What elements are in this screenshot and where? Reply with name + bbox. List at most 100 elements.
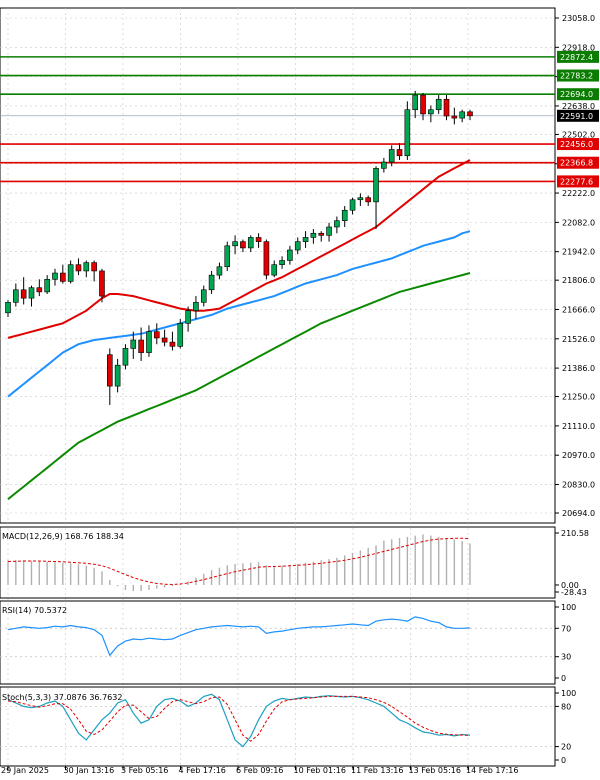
price-tick-label: 21110.0 [562,422,595,431]
price-tick-label: 22638.0 [562,102,595,111]
candle-body [130,339,137,349]
time-tick-label: 29 Jan 2025 [1,766,49,775]
candle-body [326,226,332,236]
rsi-pane: 100 70 30 0 [0,600,576,685]
support-level-tag [557,138,599,151]
candle-body [224,245,231,268]
current-price-label: 22591.0 [560,112,593,121]
candle-body [247,237,254,249]
candle-body [443,98,450,117]
candle-body [200,289,207,303]
rsi-tick-label: 100 [561,603,576,612]
support-level-tag [557,156,599,169]
resistance-level-label: 22872.4 [560,53,593,62]
candle-body [232,241,238,247]
candle-body [255,237,262,242]
candle-body [459,111,465,119]
candle-body [310,232,317,238]
price-tick-label: 20694.0 [562,509,595,518]
candle-body [279,260,285,265]
candle-body [83,262,90,272]
stoch-tick-label: 0 [561,756,566,765]
price-tick-label: 22082.0 [562,218,595,227]
support-level-label: 22366.8 [560,159,593,168]
candle-body [451,115,458,119]
candle-body [287,249,293,261]
price-tick-label: 21942.0 [562,248,595,257]
price-tick-label: 21250.0 [562,393,595,402]
moving-averages [7,159,471,500]
time-axis: 29 Jan 2025 30 Jan 13:16 3 Feb 05:16 4 Feb … [1,766,518,775]
candles [5,90,473,405]
stoch-pane: 100 80 20 0 [0,686,576,767]
candle-body [420,94,426,115]
resistance-level-tag [557,50,599,63]
moving-average-line [7,272,471,500]
candle-body [388,149,395,163]
price-pane-frame [0,7,556,524]
candle-body [428,109,434,115]
candle-body [467,111,473,117]
macd-pane: 210.58 0.00-28.43 [0,526,589,599]
candle-body [177,322,184,347]
rsi-line [7,616,471,657]
candle-body [396,149,403,157]
candle-body [240,241,246,249]
support-level-label: 22277.6 [560,177,593,186]
candle-body [349,199,356,211]
level-labels: 22872.4 22783.2 22694.0 22456.0 22366.8 22277… [557,50,599,188]
candle-body [28,287,35,299]
candle-body [114,364,121,387]
stoch-tick-label: 80 [561,702,571,711]
stoch-tick-label: 20 [561,743,571,752]
price-grid [0,7,556,766]
candle-body [20,289,27,299]
candle-body [334,220,340,228]
stoch-d-line [7,695,471,742]
price-tick-label: 22222.0 [562,189,595,198]
macd-tick-label: -28.43 [561,588,587,597]
stoch-frame [0,686,556,767]
time-tick-label: 14 Feb 17:16 [466,766,518,775]
macd-tick-label: 0.00 [561,581,579,590]
candle-body [5,302,11,314]
price-tick-label: 21806.0 [562,276,595,285]
macd-tick-label: 210.58 [561,529,589,538]
candle-body [294,241,301,251]
candle-body [373,168,379,203]
macd-signal-line [7,537,471,586]
macd-frame [0,526,556,599]
candle-body [216,266,223,276]
price-tick-label: 21386.0 [562,364,595,373]
resistance-level-label: 22694.0 [560,90,593,99]
candle-body [161,337,168,343]
candle-body [435,98,442,111]
candle-body [13,289,19,303]
time-tick-label: 3 Feb 05:16 [121,766,168,775]
candle-body [357,197,364,201]
support-level-label: 22456.0 [560,140,593,149]
time-tick-label: 10 Feb 01:16 [294,766,346,775]
time-tick-label: 6 Feb 09:16 [236,766,283,775]
time-tick-label: 11 Feb 13:16 [351,766,403,775]
resistance-level-tag [557,88,599,101]
candle-body [146,331,152,353]
candle-body [91,262,97,272]
time-tick-label: 30 Jan 13:16 [64,766,115,775]
stoch-title: Stoch(5,3,3) 37.0876 36.7632 [2,693,122,702]
price-tick-label: 23058.0 [562,14,595,23]
candle-body [302,237,309,242]
rsi-frame [0,600,556,685]
time-tick-label: 13 Feb 05:16 [409,766,461,775]
price-tick-label: 22918.0 [562,43,595,52]
candle-body [138,339,144,353]
support-level-tag [557,175,599,188]
stoch-tick-label: 100 [561,689,576,698]
candle-body [412,94,418,111]
candle-body [106,354,113,387]
current-price-tag [557,109,599,122]
resistance-level-tag [557,69,599,82]
